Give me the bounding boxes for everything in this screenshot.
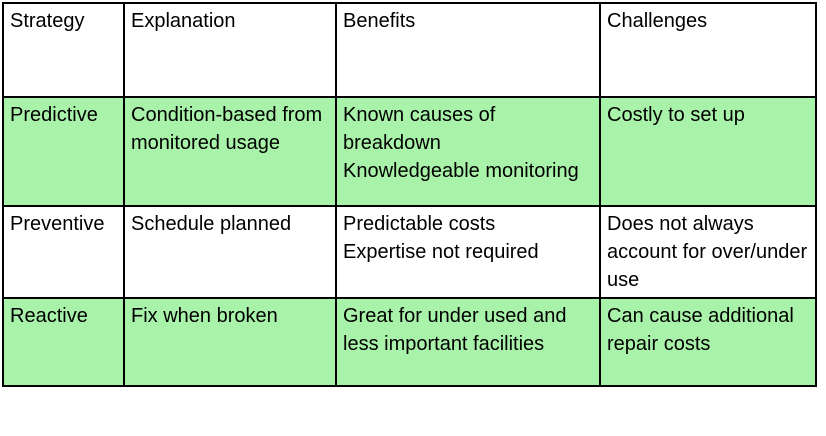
header-benefits: Benefits [335,2,601,98]
cell-preventive-challenges: Does not always account for over/under u… [599,205,817,299]
maintenance-strategy-table: Strategy Explanation Benefits Challenges… [2,2,817,387]
header-challenges: Challenges [599,2,817,98]
header-explanation: Explanation [123,2,337,98]
table-header-row: Strategy Explanation Benefits Challenges [2,2,817,98]
cell-predictive-benefits: Known causes of breakdown Knowledgeable … [335,96,601,207]
table-row-preventive: Preventive Schedule planned Predictable … [2,205,817,299]
cell-predictive-challenges: Costly to set up [599,96,817,207]
cell-reactive-explanation: Fix when broken [123,297,337,387]
cell-preventive-strategy: Preventive [2,205,125,299]
cell-reactive-benefits: Great for under used and less important … [335,297,601,387]
table-row-predictive: Predictive Condition-based from monitore… [2,96,817,207]
cell-predictive-explanation: Condition-based from monitored usage [123,96,337,207]
cell-reactive-challenges: Can cause additional repair costs [599,297,817,387]
header-strategy: Strategy [2,2,125,98]
table-row-reactive: Reactive Fix when broken Great for under… [2,297,817,387]
cell-preventive-benefits: Predictable costs Expertise not required [335,205,601,299]
cell-preventive-explanation: Schedule planned [123,205,337,299]
cell-predictive-strategy: Predictive [2,96,125,207]
cell-reactive-strategy: Reactive [2,297,125,387]
